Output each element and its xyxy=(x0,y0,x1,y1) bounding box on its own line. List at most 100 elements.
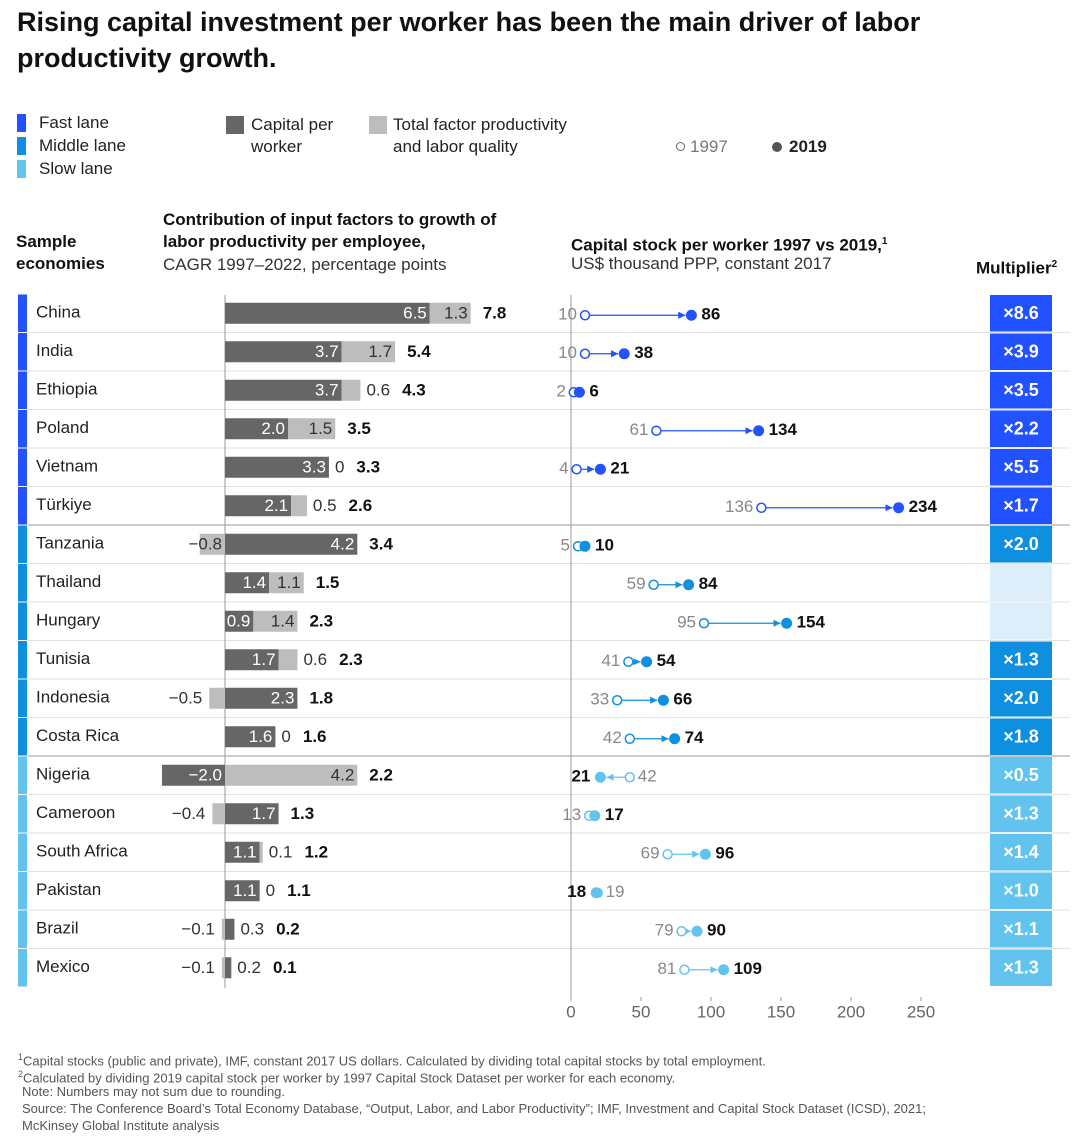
multiplier-label: ×1.4 xyxy=(1003,842,1039,862)
legend-swatch xyxy=(17,160,26,178)
label-2019: 86 xyxy=(701,305,720,324)
multiplier-cell xyxy=(990,795,1052,832)
dot-1997 xyxy=(648,579,659,590)
bar-label: 3.3 xyxy=(302,458,326,477)
label-1997: 42 xyxy=(638,767,657,786)
dot-2019 xyxy=(781,617,793,629)
dot-1997 xyxy=(662,849,673,860)
label-2019: 38 xyxy=(634,343,653,362)
multiplier-cell xyxy=(990,603,1052,640)
bar-label: −0.8 xyxy=(188,535,222,554)
lane-marker xyxy=(18,833,27,871)
total-label: 2.3 xyxy=(339,650,363,669)
capital-bar xyxy=(225,726,276,748)
label-1997: 5 xyxy=(561,536,570,555)
multiplier-cell xyxy=(990,295,1052,332)
bar-label: 4.2 xyxy=(331,766,355,785)
dot-2019 xyxy=(683,579,695,591)
label-1997: 69 xyxy=(641,844,660,863)
capital-bar xyxy=(225,302,430,324)
dot-1997 xyxy=(651,425,662,436)
tfp-bar xyxy=(278,649,298,671)
capital-bar xyxy=(225,379,342,401)
label-1997: 95 xyxy=(677,613,696,632)
capital-bar xyxy=(225,572,270,594)
total-label: 0.1 xyxy=(273,958,297,977)
multiplier-label: ×1.0 xyxy=(1003,881,1039,901)
bar-label: 2.3 xyxy=(271,689,295,708)
row-header: Sample economies xyxy=(16,232,105,273)
lane-marker xyxy=(18,564,27,602)
label-2019: 18 xyxy=(567,882,586,901)
bar-label: 0.3 xyxy=(240,920,264,939)
label-2019: 84 xyxy=(699,574,718,593)
tfp-bar xyxy=(341,341,396,363)
multiplier-label: ×5.5 xyxy=(1003,457,1039,477)
panel-subtitle: US$ thousand PPP, constant 2017 xyxy=(571,254,832,273)
tfp-bar xyxy=(221,918,225,940)
dot-1997 xyxy=(624,733,636,744)
lane-marker xyxy=(18,641,27,679)
bar-label: 3.7 xyxy=(315,342,339,361)
x-tick-label: 150 xyxy=(767,1002,795,1021)
multiplier-cell xyxy=(990,333,1052,370)
footnote-text: McKinsey Global Institute analysis xyxy=(22,1118,220,1133)
lane-marker xyxy=(18,487,27,525)
dot-2019 xyxy=(699,848,711,860)
label-1997: 10 xyxy=(558,305,577,324)
country-label: Costa Rica xyxy=(36,726,120,745)
legend-marker xyxy=(772,142,782,152)
country-label: China xyxy=(36,303,81,322)
lane-marker xyxy=(18,910,27,948)
bar-label: 2.1 xyxy=(265,496,289,515)
tfp-bar xyxy=(221,957,225,979)
total-label: 7.8 xyxy=(483,304,507,323)
multiplier-label: ×8.6 xyxy=(1003,303,1039,323)
footnote-text: Calculated by dividing 2019 capital stoc… xyxy=(23,1070,676,1086)
label-2019: 10 xyxy=(595,536,614,555)
legend-swatch xyxy=(369,116,387,134)
dot-1997 xyxy=(579,348,591,359)
label-1997: 13 xyxy=(562,805,581,824)
multiplier-label: ×1.8 xyxy=(1003,727,1039,747)
lane-marker xyxy=(18,949,27,987)
country-label: Cameroon xyxy=(36,803,115,822)
multiplier-cell xyxy=(990,911,1052,948)
label-2019: 109 xyxy=(734,959,762,978)
multiplier-label: ×0.5 xyxy=(1003,765,1039,785)
multiplier-label: ×1.3 xyxy=(1003,650,1039,670)
label-1997: 41 xyxy=(601,651,620,670)
dot-1997 xyxy=(579,310,591,321)
legend-label: 2019 xyxy=(789,137,827,156)
label-2019: 17 xyxy=(605,805,624,824)
bar-label: 4.2 xyxy=(331,535,355,554)
dot-2019 xyxy=(589,810,601,822)
panel-subtitle: CAGR 1997–2022, percentage points xyxy=(163,255,447,274)
x-tick-label: 100 xyxy=(697,1002,725,1021)
tfp-bar xyxy=(199,533,225,555)
multiplier-cell xyxy=(990,718,1052,755)
bar-label: 1.1 xyxy=(233,843,257,862)
bar-label: 0.1 xyxy=(269,843,293,862)
total-label: 0.2 xyxy=(276,920,300,939)
capital-bar xyxy=(162,764,225,786)
multiplier-label: ×2.2 xyxy=(1003,419,1039,439)
footnote-mark: 1 xyxy=(18,1052,24,1062)
dot-1997 xyxy=(623,656,634,667)
footnote: 2Calculated by dividing 2019 capital sto… xyxy=(18,1066,675,1086)
dot-2019 xyxy=(691,925,703,937)
lane-marker xyxy=(18,410,27,448)
dot-2019 xyxy=(893,502,905,514)
country-label: Mexico xyxy=(36,957,90,976)
dot-2019 xyxy=(657,694,669,706)
bar-label: −0.1 xyxy=(181,958,215,977)
multiplier-cell xyxy=(990,757,1052,794)
bar-label: 1.4 xyxy=(271,612,295,631)
title: Rising capital investment per worker has… xyxy=(17,7,921,73)
label-1997: 136 xyxy=(725,497,753,516)
legend-swatch xyxy=(17,137,26,155)
lane-marker xyxy=(18,333,27,371)
total-label: 1.2 xyxy=(304,843,328,862)
total-label: 1.8 xyxy=(309,689,333,708)
capital-bar xyxy=(225,456,329,478)
